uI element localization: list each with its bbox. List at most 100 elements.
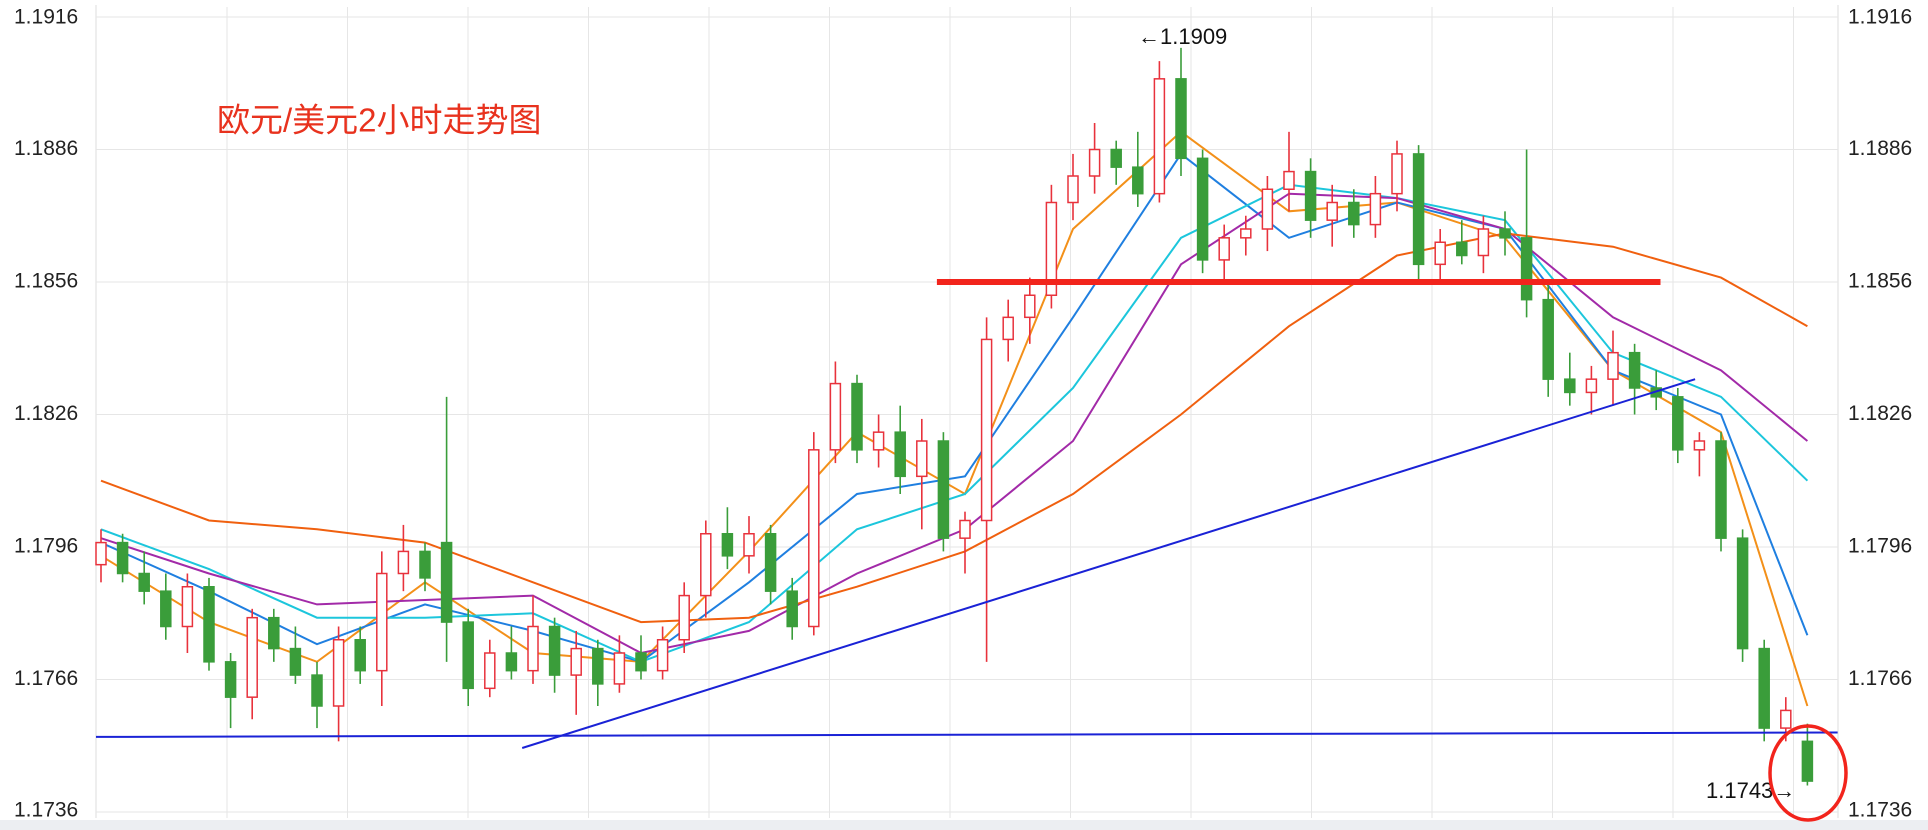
candle-body — [1564, 378, 1576, 394]
candle-body — [1369, 192, 1382, 226]
candle-body — [1693, 440, 1706, 451]
grid: 1.1736 1.1736 1.1766 1.1766 1.1796 1.1796 1.18… — [14, 5, 1912, 822]
candle-body — [959, 519, 971, 539]
candles — [95, 47, 1814, 786]
chart-title: 欧元/美元2小时走势图 — [217, 102, 542, 139]
y-tick-label: 1.1916 — [14, 6, 78, 29]
candle-body — [937, 440, 950, 539]
candle-body — [1585, 378, 1598, 394]
candle-body — [1434, 241, 1446, 266]
annotation: 1.1743→ — [1706, 778, 1795, 803]
candle-body — [462, 621, 474, 690]
candle-body — [656, 639, 669, 672]
candle-body — [160, 590, 172, 628]
candle-body — [1736, 537, 1749, 650]
candle-body — [1412, 153, 1425, 266]
candle-body — [224, 661, 237, 698]
candle-body — [1391, 153, 1403, 195]
candle-body — [743, 533, 755, 557]
candle-body — [721, 533, 734, 557]
candle-body — [268, 616, 280, 650]
candle-body — [1283, 170, 1295, 190]
annotation: ←1.1909 — [1138, 24, 1227, 49]
candle-body — [613, 652, 626, 685]
candle-body — [95, 541, 107, 566]
trend-line — [95, 731, 1838, 738]
candle-body — [894, 431, 906, 478]
candle-body — [1607, 351, 1619, 380]
candle-body — [440, 541, 453, 623]
candle-body — [1348, 201, 1360, 226]
candle-body — [1110, 148, 1122, 168]
candle-body — [1499, 228, 1511, 239]
y-tick-label: 1.1736 — [14, 799, 78, 822]
candle-body — [700, 533, 712, 597]
candle-body — [570, 647, 582, 676]
y-tick-label-right: 1.1766 — [1848, 667, 1912, 690]
candle-body — [1240, 228, 1252, 239]
candle-body — [1326, 201, 1338, 221]
candle-body — [116, 541, 129, 575]
candle-body — [419, 550, 431, 579]
trend-lines — [95, 279, 1838, 749]
candle-body — [1196, 157, 1209, 261]
candle-body — [1088, 148, 1101, 177]
candle-body — [829, 382, 842, 451]
candle-body — [484, 652, 496, 690]
candle-body — [592, 647, 604, 685]
candle-body — [635, 652, 647, 672]
candle-body — [786, 590, 798, 628]
candle-body — [1261, 188, 1274, 230]
candle-body — [1218, 237, 1230, 261]
candle-body — [1715, 440, 1727, 539]
candle-body — [764, 533, 777, 592]
moving-average — [100, 183, 1809, 663]
candle-body — [289, 647, 302, 676]
candle-body — [1520, 237, 1533, 301]
y-tick-label-right: 1.1856 — [1848, 270, 1912, 293]
y-tick-label: 1.1796 — [14, 535, 78, 558]
candle-body — [1024, 294, 1036, 319]
candle-body — [1542, 298, 1554, 380]
candle-body — [1477, 228, 1490, 257]
candle-body — [203, 586, 215, 663]
candle-body — [1672, 396, 1684, 451]
y-tick-label: 1.1856 — [14, 270, 78, 293]
candle-body — [397, 550, 410, 575]
candle-body — [548, 625, 561, 676]
y-tick-label-right: 1.1796 — [1848, 535, 1912, 558]
candle-body — [181, 586, 194, 628]
candle-body — [1045, 201, 1058, 296]
candle-body — [1758, 647, 1770, 729]
y-tick-label-right: 1.1886 — [1848, 137, 1912, 160]
candle-body — [376, 572, 388, 672]
candle-body — [505, 652, 518, 672]
candle-body — [1067, 175, 1079, 204]
bottom-bar — [0, 820, 1928, 830]
y-tick-label: 1.1886 — [14, 137, 78, 160]
candle-body — [678, 594, 690, 641]
y-tick-label: 1.1826 — [14, 402, 78, 425]
candle-body — [808, 449, 820, 628]
candle-body — [1153, 78, 1166, 195]
y-tick-label: 1.1766 — [14, 667, 78, 690]
candle-body — [527, 625, 539, 672]
candle-body — [1175, 78, 1187, 160]
candle-body — [138, 572, 150, 592]
candle-body — [311, 674, 323, 707]
candle-body — [354, 639, 366, 672]
candle-body — [246, 616, 258, 698]
candle-body — [980, 338, 993, 522]
candle-body — [1132, 166, 1144, 195]
y-tick-label-right: 1.1736 — [1848, 799, 1912, 822]
candle-body — [872, 431, 885, 451]
highlight-circle — [1768, 724, 1848, 822]
y-tick-label-right: 1.1826 — [1848, 402, 1912, 425]
y-tick-label-right: 1.1916 — [1848, 6, 1912, 29]
candle-body — [916, 440, 928, 478]
candle-body — [1801, 740, 1814, 782]
candle-body — [1628, 351, 1641, 389]
candle-body — [332, 639, 345, 707]
trend-line — [521, 378, 1696, 749]
